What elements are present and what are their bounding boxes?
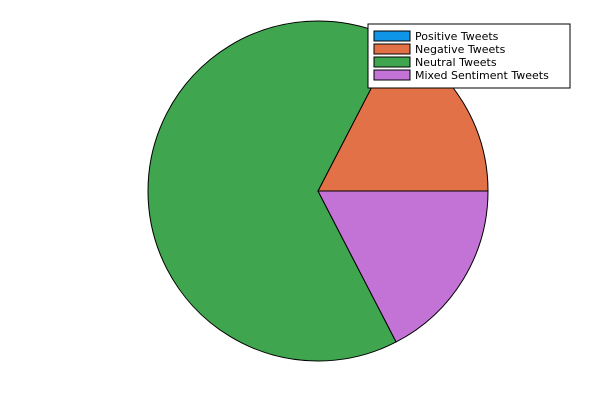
legend-swatch (373, 56, 411, 68)
pie-slice-neutral-tweets (147, 20, 397, 362)
pie-slices (147, 20, 489, 362)
legend-swatch (373, 43, 411, 55)
legend-swatch (373, 30, 411, 42)
pie-slice-mixed-sentiment-tweets (317, 190, 489, 343)
legend-label: Positive Tweets (415, 30, 499, 43)
legend-label: Neutral Tweets (415, 56, 497, 69)
legend-swatch (373, 69, 411, 81)
legend-label: Negative Tweets (415, 43, 506, 56)
legend-label: Mixed Sentiment Tweets (415, 69, 549, 82)
